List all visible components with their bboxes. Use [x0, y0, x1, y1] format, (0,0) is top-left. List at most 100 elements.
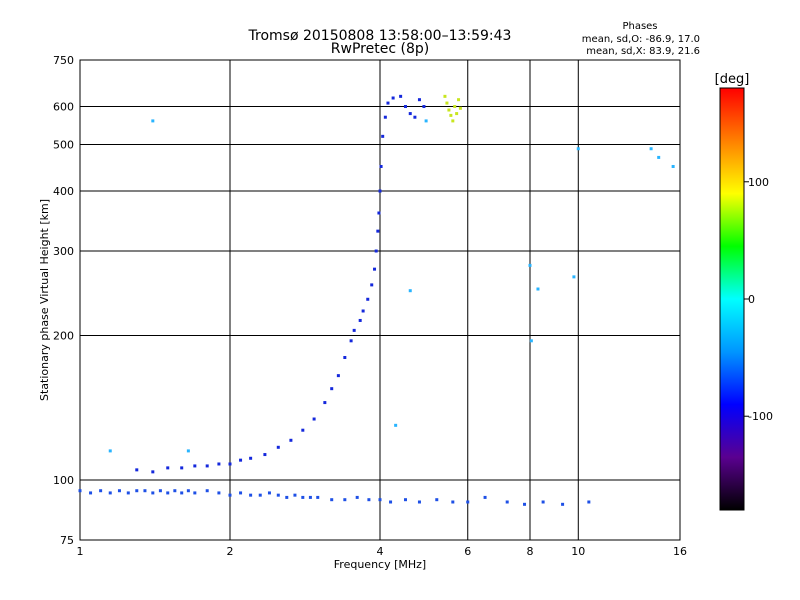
data-point: [336, 374, 340, 378]
data-point: [457, 98, 461, 102]
data-point: [399, 94, 403, 98]
data-point: [367, 498, 371, 502]
data-point: [117, 489, 121, 493]
data-point: [78, 489, 82, 493]
y-tick-label: 400: [53, 185, 74, 198]
data-point: [435, 498, 439, 502]
data-point: [561, 502, 565, 506]
data-point: [352, 328, 356, 332]
data-point: [301, 495, 305, 499]
data-point: [572, 275, 576, 279]
x-tick-label: 10: [571, 545, 585, 558]
data-point: [528, 263, 532, 267]
y-tick-label: 500: [53, 139, 74, 152]
data-point: [541, 500, 545, 504]
colorbar-tick-label: -100: [748, 410, 773, 423]
data-point: [529, 339, 533, 343]
chart-subtitle: RwPretec (8p): [331, 41, 429, 57]
colorbar-tick-label: 100: [748, 176, 769, 189]
data-point: [166, 491, 170, 495]
y-tick-label: 200: [53, 330, 74, 343]
data-point: [151, 119, 155, 123]
data-point: [417, 98, 421, 102]
data-point: [193, 464, 197, 468]
data-point: [394, 423, 398, 427]
grid-lines: [80, 60, 680, 540]
x-tick-label: 6: [464, 545, 471, 558]
data-point: [523, 502, 527, 506]
data-point: [228, 493, 232, 497]
data-point: [193, 491, 197, 495]
data-point: [466, 500, 470, 504]
data-point: [657, 155, 661, 159]
data-point: [180, 491, 184, 495]
chart-title: Tromsø 20150808 13:58:00–13:59:43: [248, 28, 512, 44]
data-point: [89, 491, 93, 495]
data-point: [671, 164, 675, 168]
y-tick-label: 75: [60, 534, 74, 547]
data-point: [576, 147, 580, 151]
data-point: [451, 500, 455, 504]
data-point: [455, 112, 459, 116]
data-point: [301, 428, 305, 432]
data-point: [276, 445, 280, 449]
data-point: [417, 500, 421, 504]
data-point: [289, 438, 293, 442]
data-point: [374, 249, 378, 253]
data-point: [258, 493, 262, 497]
data-point: [403, 105, 407, 109]
data-point: [408, 112, 412, 116]
data-point: [458, 106, 462, 110]
colorbar-ticks: 100 0 -100: [744, 176, 773, 423]
data-point: [293, 493, 297, 497]
data-point: [386, 101, 390, 105]
colorbar-tick-label: 0: [748, 293, 755, 306]
data-point: [443, 94, 447, 98]
data-point: [180, 466, 184, 470]
data-point: [158, 489, 162, 493]
data-point: [349, 339, 353, 343]
data-point: [263, 453, 267, 457]
data-point: [173, 489, 177, 493]
data-point: [205, 489, 209, 493]
y-tick-labels: 75 100 200 300 400 500 600 750: [53, 54, 74, 547]
data-point: [381, 134, 385, 138]
data-point: [424, 119, 428, 123]
x-tick-label: 16: [673, 545, 687, 558]
data-point: [205, 464, 209, 468]
data-point: [323, 401, 327, 405]
plot-area: [78, 59, 681, 541]
y-axis-label: Stationary phase Virtual Height [km]: [38, 199, 51, 401]
legend-title: Phases: [622, 21, 657, 32]
data-point: [389, 500, 393, 504]
legend-line-o: mean, sd,O: -86.9, 17.0: [582, 34, 700, 45]
data-point: [151, 470, 155, 474]
data-point: [166, 466, 170, 470]
data-point: [536, 287, 540, 291]
data-point: [391, 96, 395, 100]
data-point: [403, 498, 407, 502]
data-point: [373, 267, 377, 271]
data-point: [308, 495, 312, 499]
data-point: [276, 493, 280, 497]
data-point: [383, 115, 387, 119]
data-point: [285, 495, 289, 499]
data-point: [449, 113, 453, 117]
data-point: [228, 462, 232, 466]
data-point: [413, 115, 417, 119]
data-point: [249, 493, 253, 497]
legend-line-x: mean, sd,X: 83.9, 21.6: [586, 46, 700, 57]
data-point: [370, 283, 374, 287]
data-point: [108, 491, 112, 495]
colorbar: [719, 87, 745, 511]
data-point: [330, 387, 334, 391]
x-tick-label: 4: [377, 545, 384, 558]
data-point: [108, 449, 112, 453]
data-point: [267, 491, 271, 495]
data-point: [453, 105, 457, 109]
data-point: [186, 449, 190, 453]
y-tick-label: 600: [53, 101, 74, 114]
data-point: [587, 500, 591, 504]
data-point: [151, 491, 155, 495]
x-tick-labels: 1 2 4 6 8 10 16: [77, 545, 688, 558]
